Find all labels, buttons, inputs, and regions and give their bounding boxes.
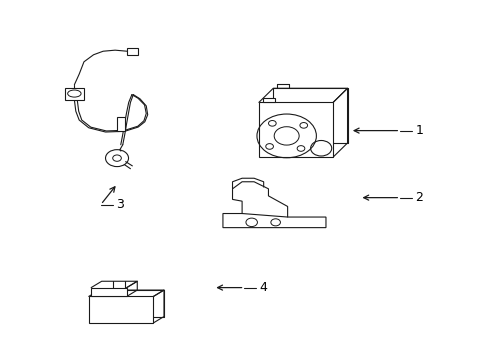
FancyBboxPatch shape — [262, 98, 274, 102]
FancyBboxPatch shape — [64, 88, 84, 100]
FancyBboxPatch shape — [91, 288, 126, 296]
Text: 2: 2 — [415, 191, 423, 204]
FancyBboxPatch shape — [117, 117, 124, 131]
Text: 3: 3 — [116, 198, 123, 211]
FancyBboxPatch shape — [89, 296, 153, 323]
Text: 1: 1 — [415, 124, 423, 137]
FancyBboxPatch shape — [127, 48, 137, 55]
FancyBboxPatch shape — [258, 102, 332, 157]
Text: 4: 4 — [259, 281, 267, 294]
